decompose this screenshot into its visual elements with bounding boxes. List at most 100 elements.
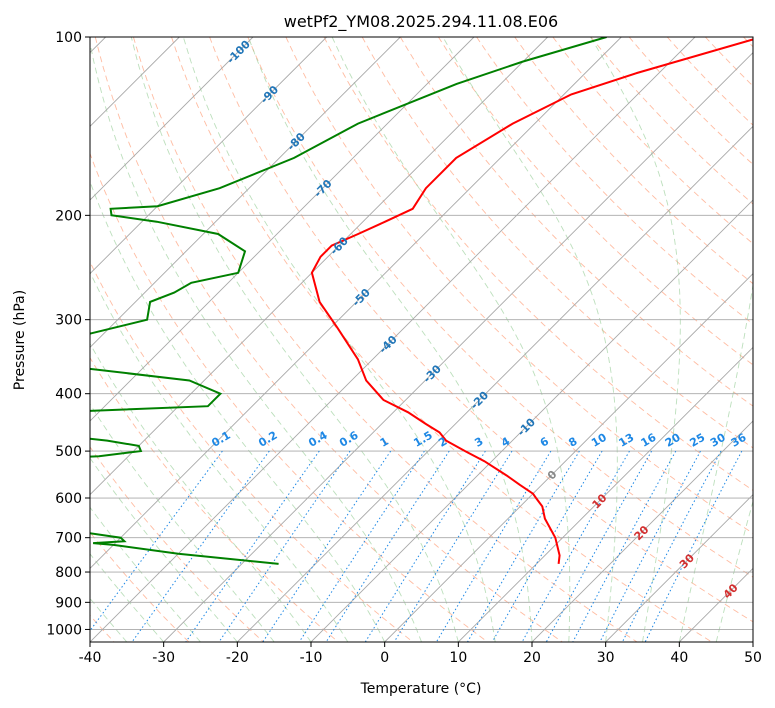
dry-adiabat-line (438, 37, 753, 366)
mixing-ratio-label: 36 (729, 431, 749, 450)
mixing-ratio-line (621, 450, 722, 642)
x-axis: -40 -30 -20 -10 0 10 20 30 40 50 (79, 642, 762, 666)
dry-adiabat-line (552, 37, 753, 245)
y-tick-label: 800 (55, 565, 82, 581)
dry-adiabat-line (666, 37, 753, 126)
moist-adiabat-line (678, 282, 753, 642)
y-tick-label: 500 (55, 444, 82, 460)
moist-adiabat-label: 30 (677, 551, 697, 571)
mixing-ratio-line (262, 450, 392, 642)
y-tick-label: 300 (55, 313, 82, 329)
y-tick-label: 1000 (46, 622, 82, 638)
y-tick-label: 200 (55, 208, 82, 224)
y-tick-label: 400 (55, 387, 82, 403)
plot-area: 0.1 0.2 0.4 0.6 1 1.5 2 3 4 6 8 10 13 16 20 25 30 36-100-… (90, 37, 753, 642)
dry-adiabat-line (90, 356, 339, 642)
isotherm-line (163, 52, 753, 642)
mixing-ratio-line (467, 450, 580, 642)
dry-adiabat-line (743, 37, 753, 48)
mixing-ratio-line (298, 450, 425, 642)
dry-adiabat-label: -80 (285, 130, 308, 153)
mixing-ratio-line (545, 450, 653, 642)
moist-adiabat-line (442, 37, 618, 642)
dry-adiabat-line (476, 37, 753, 325)
isotherm-line (90, 37, 548, 496)
dry-adiabat-line (247, 37, 753, 578)
moist-adiabat-line (90, 41, 422, 642)
isotherm-line (384, 273, 753, 642)
x-tick-label: 10 (449, 650, 467, 666)
dry-adiabat-line (399, 37, 753, 407)
dry-adiabat-label: -20 (468, 389, 491, 412)
dry-adiabat-label: -70 (311, 177, 334, 200)
dry-adiabat-line (171, 37, 712, 642)
moist-adiabat-line (752, 640, 753, 642)
dry-adiabat-line (590, 37, 753, 205)
mixing-ratio-label: 1 (378, 435, 391, 450)
moist-adiabat-line (90, 506, 201, 642)
dry-adiabat-line (90, 152, 488, 642)
isotherm-line (90, 37, 254, 201)
y-axis: 100 200 300 400 500 600 700 800 900 1000 (46, 30, 90, 638)
dry-adiabat-line (90, 446, 264, 642)
x-tick-label: 0 (380, 650, 389, 666)
moist-adiabat-line (715, 499, 753, 642)
moist-adiabat-label: 40 (721, 581, 741, 601)
dry-adiabat-line (514, 37, 753, 285)
isotherm-line (679, 567, 753, 642)
dry-adiabat-line (209, 37, 753, 623)
mixing-ratio-lines (90, 450, 743, 642)
moist-adiabat-line (590, 37, 681, 642)
isotherm-line (752, 641, 753, 642)
moist-adiabat-line (331, 37, 571, 642)
isotherm-line (90, 37, 622, 569)
mixing-ratio-label: 10 (589, 431, 609, 450)
dry-adiabats (90, 37, 753, 642)
isotherm-line (605, 494, 753, 642)
mixing-ratio-label: 1.5 (411, 429, 434, 450)
moist-adiabat-line (130, 37, 459, 642)
isotherm-line (90, 37, 696, 642)
mixing-ratio-line (364, 450, 486, 642)
mixing-ratio-label: 0.1 (209, 429, 232, 450)
mixing-ratio-label: 20 (663, 431, 683, 450)
mixing-ratio-line (599, 450, 701, 642)
isotherm-line (90, 37, 327, 275)
isotherm-line (90, 37, 475, 422)
y-tick-label: 100 (55, 30, 82, 46)
moist-adiabat-line (247, 37, 533, 642)
isotherm-line (90, 37, 401, 348)
moist-adiabat-line (90, 457, 238, 642)
isotherm-line (531, 420, 753, 642)
moist-adiabat-line (90, 180, 386, 642)
moist-adiabat-line (90, 597, 128, 642)
moist-adiabat-label: 10 (590, 491, 610, 511)
mixing-ratio-line (435, 450, 552, 642)
dry-adiabat-label: -100 (224, 38, 253, 67)
dry-adiabat-label: -90 (258, 83, 281, 106)
isotherm-grid (90, 37, 753, 642)
isotherm-line (237, 125, 753, 642)
mixing-ratio-line (521, 450, 630, 642)
mixing-ratio-line (393, 450, 513, 642)
profile-line (310, 38, 753, 565)
profile-lines (90, 37, 753, 565)
mixing-ratio-label: 3 (472, 435, 485, 450)
dry-adiabat-line (323, 37, 753, 491)
mixing-ratio-line (325, 450, 450, 642)
dry-adiabat-label: -10 (515, 415, 538, 438)
x-tick-label: 20 (523, 650, 541, 666)
x-tick-label: -30 (152, 650, 175, 666)
moist-adiabat-label: 0 (545, 468, 560, 483)
dry-adiabat-line (132, 37, 638, 642)
mixing-ratio-line (491, 450, 603, 642)
dry-adiabat-line (285, 37, 753, 534)
x-tick-label: -20 (226, 650, 249, 666)
mixing-ratio-label: 8 (566, 435, 579, 450)
y-tick-label: 900 (55, 595, 82, 611)
mixing-ratio-label: 25 (688, 431, 708, 450)
dry-adiabat-line (94, 37, 563, 642)
chart-title: wetPf2_YM08.2025.294.11.08.E06 (284, 12, 558, 32)
moist-adiabat-line (90, 271, 349, 642)
